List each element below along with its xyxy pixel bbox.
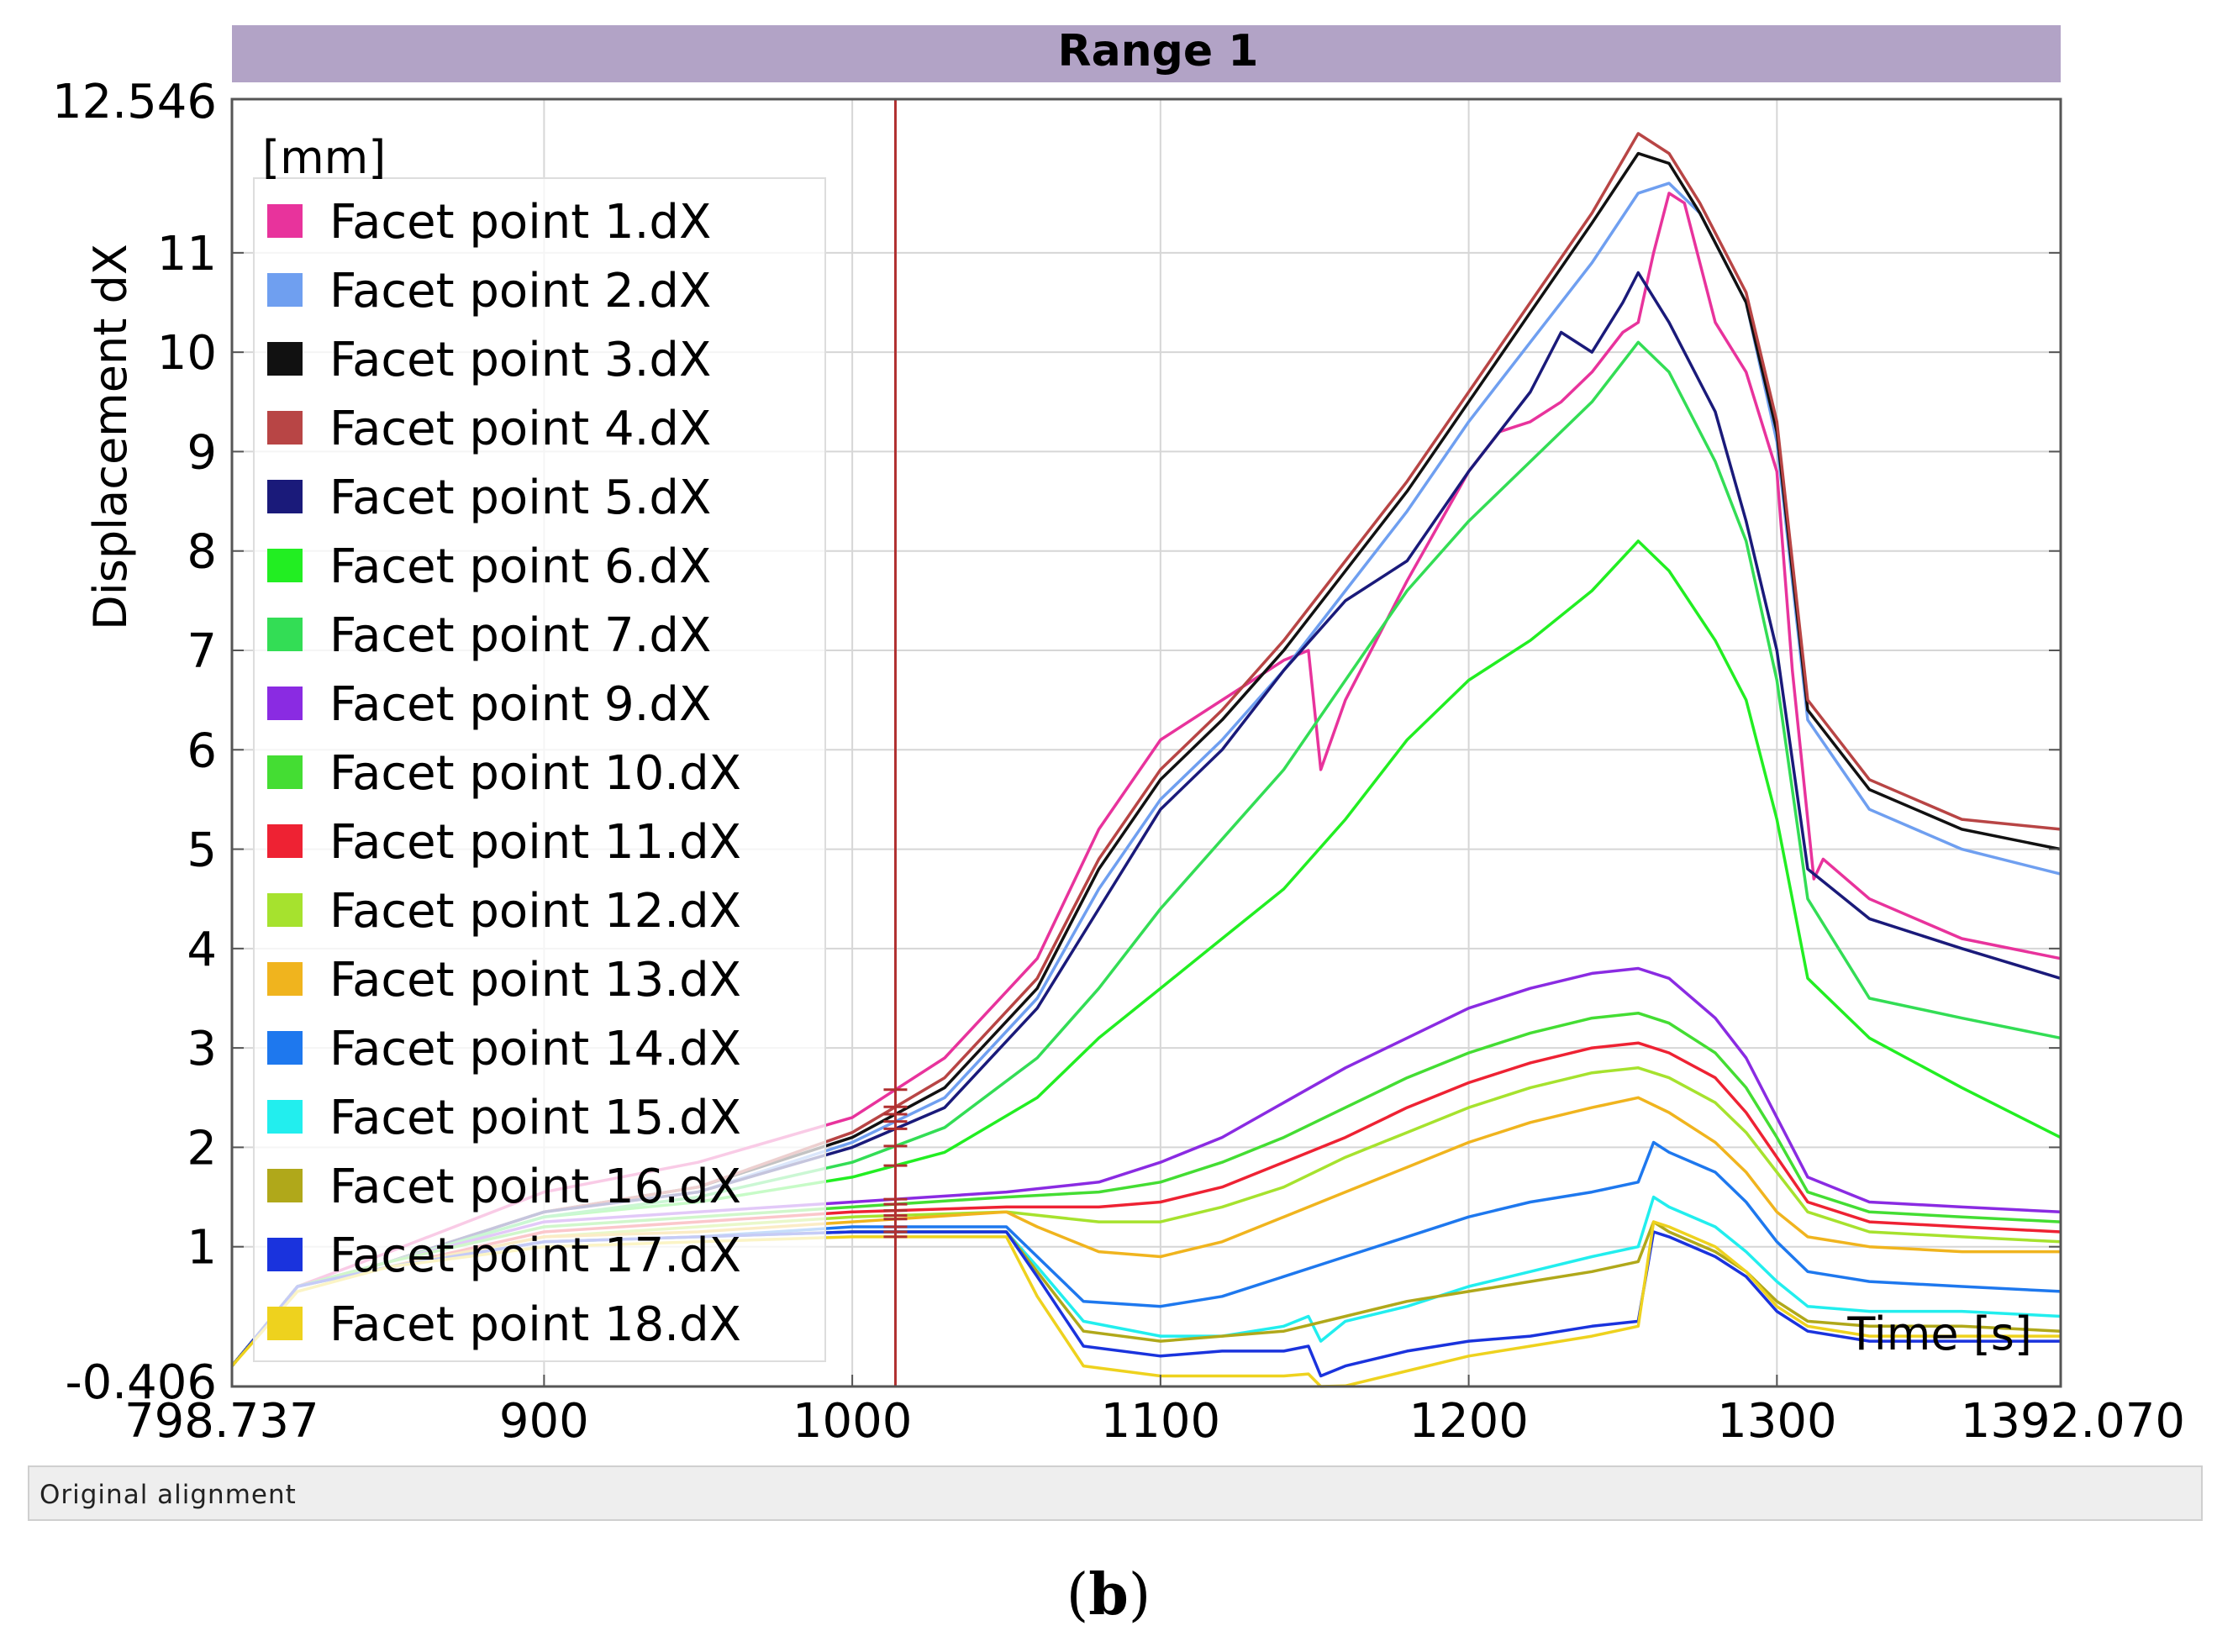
legend-swatch	[267, 618, 303, 651]
legend-swatch	[267, 1031, 303, 1065]
legend-swatch	[267, 204, 303, 238]
legend-swatch	[267, 824, 303, 858]
caption-close: )	[1128, 1562, 1151, 1628]
legend-swatch	[267, 1238, 303, 1271]
legend-swatch	[267, 273, 303, 307]
chart-title: Range 1	[1058, 26, 1259, 76]
x-axis-label: Time [s]	[1846, 1307, 2032, 1360]
plot-frame	[230, 97, 2062, 1388]
legend-swatch	[267, 687, 303, 720]
legend-label: Facet point 7.dX	[329, 608, 711, 663]
y-tick-label: 10	[157, 326, 217, 381]
x-tick-label: 1392.070	[1961, 1394, 2185, 1449]
y-tick-label: 11	[157, 227, 217, 281]
legend-label: Facet point 2.dX	[329, 264, 711, 318]
legend-label: Facet point 15.dX	[329, 1091, 741, 1145]
y-unit-label: [mm]	[262, 131, 386, 184]
legend-label: Facet point 17.dX	[329, 1228, 741, 1283]
legend-swatch	[267, 411, 303, 445]
x-tick-label: 1100	[1101, 1394, 1221, 1449]
legend-label: Facet point 11.dX	[329, 815, 741, 870]
x-tick-label: 798.737	[124, 1394, 319, 1449]
legend-label: Facet point 5.dX	[329, 471, 711, 525]
legend-label: Facet point 6.dX	[329, 539, 711, 594]
y-tick-label: 9	[187, 425, 217, 480]
y-axis-label: Displacement dX	[84, 244, 137, 630]
x-tick-label: 1200	[1409, 1394, 1529, 1449]
y-tick-label: 8	[187, 525, 217, 580]
status-bar: Original alignment	[28, 1465, 2203, 1521]
legend-label: Facet point 16.dX	[329, 1160, 741, 1214]
legend-label: Facet point 3.dX	[329, 333, 711, 387]
status-text: Original alignment	[39, 1480, 297, 1510]
y-axis-ticks: -0.406 1 2 3 4 5 6 7 8 9 10 11 12.546	[52, 75, 2061, 1410]
x-tick-label: 900	[499, 1394, 589, 1449]
title-bar	[232, 25, 2061, 82]
legend-swatch	[267, 962, 303, 996]
legend-swatch	[267, 1100, 303, 1134]
legend-swatch	[267, 755, 303, 789]
legend-label: Facet point 13.dX	[329, 953, 741, 1008]
legend-swatch	[267, 1169, 303, 1202]
legend-label: Facet point 4.dX	[329, 402, 711, 456]
y-tick-label: 6	[187, 723, 217, 778]
legend-swatch	[267, 893, 303, 927]
legend-swatch	[267, 342, 303, 376]
legend-label: Facet point 14.dX	[329, 1022, 741, 1076]
legend-label: Facet point 9.dX	[329, 677, 711, 732]
cursor-ticks	[883, 1088, 908, 1239]
y-tick-label: 7	[187, 624, 217, 679]
x-tick-label: 1300	[1717, 1394, 1837, 1449]
y-tick-label: 3	[187, 1022, 217, 1076]
x-axis-ticks: 798.737 900 1000 1100 1200 1300 1392.070	[124, 1375, 2185, 1449]
caption-open: (	[1066, 1562, 1089, 1628]
legend: [mm] Facet point 1.dX Facet point 2.dX Fac…	[253, 131, 826, 1362]
y-tick-label: 4	[187, 923, 217, 977]
legend-label: Facet point 18.dX	[329, 1297, 741, 1352]
y-tick-label: 5	[187, 823, 217, 878]
legend-label: Facet point 10.dX	[329, 746, 741, 801]
y-tick-label: 2	[187, 1121, 217, 1176]
legend-swatch	[267, 549, 303, 582]
figure-caption: (b)	[0, 1561, 2217, 1628]
x-tick-label: 1000	[793, 1394, 913, 1449]
legend-label: Facet point 12.dX	[329, 884, 741, 939]
legend-swatch	[267, 1307, 303, 1340]
caption-letter: b	[1088, 1561, 1129, 1628]
y-tick-label: -0.406	[65, 1355, 217, 1410]
legend-swatch	[267, 480, 303, 513]
legend-box	[253, 177, 826, 1362]
y-tick-label: 12.546	[52, 75, 217, 129]
y-tick-label: 1	[187, 1221, 217, 1276]
legend-label: Facet point 1.dX	[329, 195, 711, 250]
